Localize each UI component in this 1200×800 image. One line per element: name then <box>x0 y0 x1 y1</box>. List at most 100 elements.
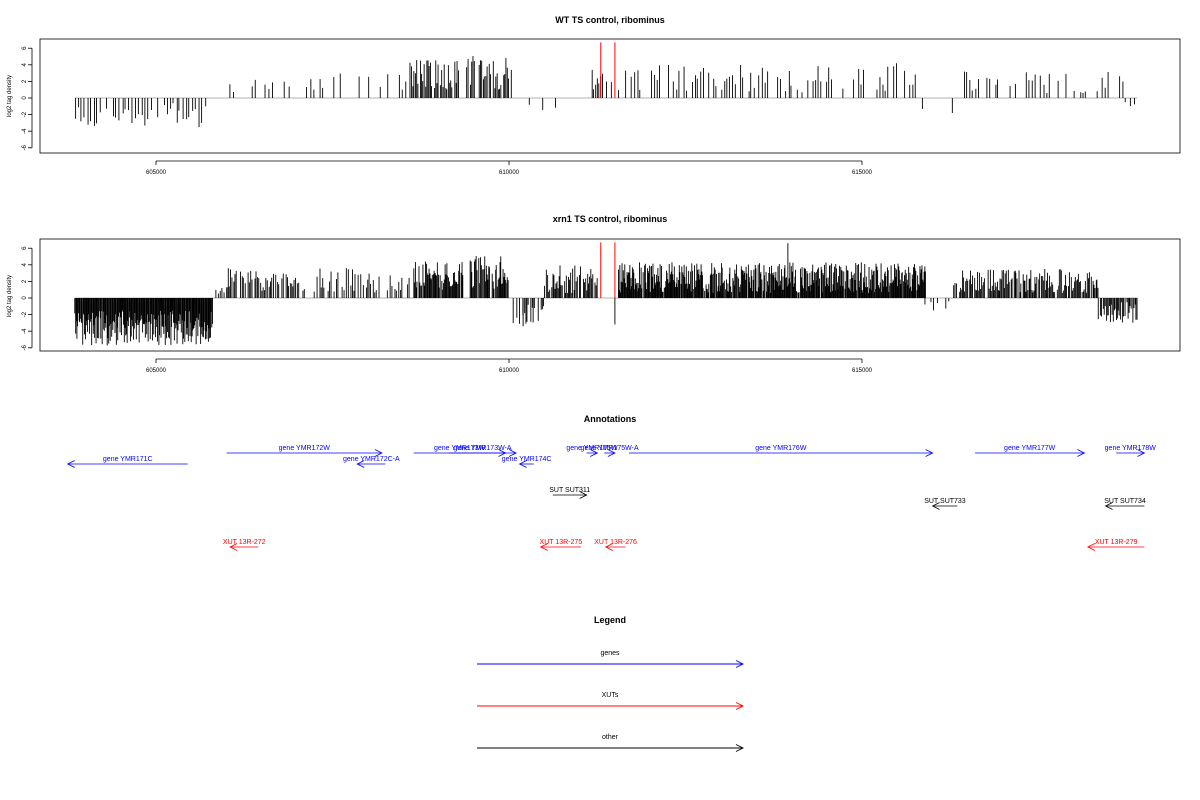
panel-xrn1: xrn1 TS control, ribominus log2 tag dens… <box>7 214 1181 374</box>
annotation-gene: gene YMR178W <box>1105 445 1157 457</box>
arrowhead <box>356 460 365 468</box>
annotation-xut: XUT 13R-272 <box>223 539 266 551</box>
annotation-label: gene YMR177W <box>1004 445 1056 452</box>
legend-items: genes XUTs other <box>477 650 745 752</box>
annotation-gene: gene YMR172C-A <box>343 456 400 468</box>
annotation-other: SUT SUT733 <box>924 498 966 510</box>
panel-wt-axes: -6 -4 -2 0 2 4 6 605000 610000 615000 <box>22 46 873 176</box>
x-tick-label: 615000 <box>852 170 873 176</box>
panel-wt-markers <box>600 42 616 98</box>
annotation-label: gene YMR174C <box>502 456 552 463</box>
panel-wt-title: WT TS control, ribominus <box>555 15 665 25</box>
legend-label: genes <box>600 650 620 657</box>
y-tick-label: -6 <box>22 344 28 350</box>
legend-panel: Legend genes XUTs other <box>477 615 745 752</box>
arrowhead <box>1087 543 1096 551</box>
annotation-xut: XUT 13R-276 <box>594 539 637 551</box>
panel-xrn1-bars <box>74 243 1138 346</box>
arrowhead <box>735 702 745 710</box>
legend-label: XUTs <box>602 692 619 699</box>
annotation-label: XUT 13R-275 <box>540 539 583 546</box>
arrowhead <box>931 502 940 510</box>
y-tick-label: -6 <box>22 144 28 150</box>
panel-xrn1-ylabel: log2 tag density <box>7 275 13 317</box>
x-tick-label: 605000 <box>146 368 167 374</box>
arrowhead <box>1077 449 1086 457</box>
annotation-other: SUT SUT311 <box>549 487 590 499</box>
x-tick-label: 605000 <box>146 170 167 176</box>
annotation-label: XUT 13R-272 <box>223 539 266 546</box>
y-tick-label: -4 <box>22 128 28 134</box>
y-tick-label: 0 <box>22 296 28 300</box>
y-tick-label: 6 <box>22 246 28 250</box>
annotation-gene: gene YMR171C <box>66 456 188 468</box>
arrowhead <box>607 449 616 457</box>
arrowhead <box>925 449 934 457</box>
y-tick-label: -4 <box>22 328 28 334</box>
panel-wt-ylabel: log2 tag density <box>7 75 13 117</box>
legend-item-xuts: XUTs <box>477 692 745 710</box>
arrowhead <box>374 449 383 457</box>
legend-title: Legend <box>594 615 626 625</box>
y-tick-label: 4 <box>22 62 28 66</box>
annotation-label: gene YMR173W-A <box>453 445 511 452</box>
annotation-label: XUT 13R-276 <box>594 539 637 546</box>
x-tick-label: 615000 <box>852 368 873 374</box>
legend-item-genes: genes <box>477 650 745 668</box>
annotation-label: XUT 13R-279 <box>1095 539 1138 546</box>
annotation-label: SUT SUT734 <box>1104 498 1146 505</box>
legend-item-other: other <box>477 734 745 752</box>
arrowhead <box>735 744 745 752</box>
panel-xrn1-title: xrn1 TS control, ribominus <box>553 214 668 224</box>
annotation-label: gene YMR171C <box>103 456 153 463</box>
arrowhead <box>518 460 527 468</box>
arrowhead <box>66 460 75 468</box>
y-tick-label: 0 <box>22 96 28 100</box>
annotation-gene: gene YMR172W <box>226 445 383 457</box>
arrowhead <box>590 449 599 457</box>
arrowhead <box>735 660 745 668</box>
annotation-label: gene YMR173W <box>434 445 486 452</box>
annotation-label: SUT SUT733 <box>924 498 966 505</box>
x-tick-label: 610000 <box>499 170 520 176</box>
y-tick-label: 2 <box>22 79 28 83</box>
arrowhead <box>229 543 238 551</box>
y-tick-label: 6 <box>22 46 28 50</box>
annotation-xut: XUT 13R-275 <box>539 539 583 551</box>
panel-xrn1-markers <box>600 242 616 298</box>
annotation-gene: gene YMR175W-A <box>581 445 639 457</box>
annotation-gene: gene YMR174C <box>502 456 552 468</box>
arrowhead <box>539 543 548 551</box>
x-tick-label: 610000 <box>499 368 520 374</box>
annotation-gene: gene YMR177W <box>974 445 1086 457</box>
panel-wt-frame <box>39 38 1181 154</box>
arrowhead <box>1137 449 1146 457</box>
annotation-xut: XUT 13R-279 <box>1087 539 1145 551</box>
annotations-title: Annotations <box>584 414 637 424</box>
arrowhead <box>604 543 613 551</box>
y-tick-label: 4 <box>22 262 28 266</box>
annotation-gene: gene YMR173W-A <box>448 445 517 457</box>
annotation-items: gene YMR171C gene YMR172W gene YMR172C-A ge… <box>66 445 1157 551</box>
annotation-label: gene YMR172W <box>279 445 331 452</box>
panel-wt: WT TS control, ribominus log2 tag densit… <box>7 15 1181 176</box>
arrowhead <box>579 491 588 499</box>
annotation-label: gene YMR178W <box>1105 445 1157 452</box>
annotation-label: SUT SUT311 <box>549 487 590 494</box>
y-tick-label: -2 <box>22 311 28 317</box>
arrowhead <box>508 449 517 457</box>
annotation-label: gene YMR175W-A <box>581 445 639 452</box>
annotation-gene: gene YMR175W <box>566 445 618 457</box>
annotation-label: gene YMR175W <box>566 445 618 452</box>
y-tick-label: -2 <box>22 111 28 117</box>
annotation-label: gene YMR176W <box>755 445 807 452</box>
y-tick-label: 2 <box>22 279 28 283</box>
panel-xrn1-axes: -6 -4 -2 0 2 4 6 605000 610000 615000 <box>22 246 873 374</box>
annotation-label: gene YMR172C-A <box>343 456 400 463</box>
annotation-other: SUT SUT734 <box>1104 498 1146 510</box>
arrowhead <box>1104 502 1113 510</box>
annotation-gene: gene YMR176W <box>629 445 934 457</box>
panel-wt-bars <box>75 56 1135 128</box>
